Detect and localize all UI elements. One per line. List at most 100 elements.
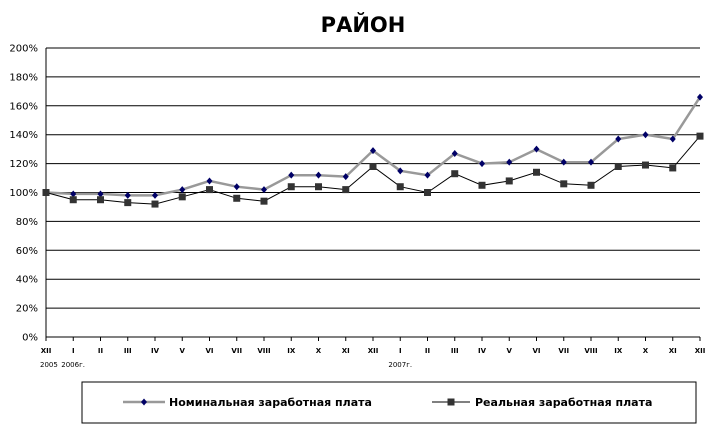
data-point-nominal <box>560 158 567 166</box>
data-point-nominal <box>124 191 131 199</box>
x-tick-label: II <box>425 347 430 355</box>
data-point-real <box>533 168 540 176</box>
data-point-nominal <box>97 190 104 198</box>
y-tick-label: 100% <box>9 188 38 199</box>
data-point-nominal <box>370 147 376 155</box>
x-tick-label: X <box>643 347 649 355</box>
data-point-nominal <box>288 171 295 179</box>
y-tick-label: 160% <box>9 101 38 112</box>
data-point-real <box>178 193 186 201</box>
x-tick-label: II <box>98 347 103 355</box>
data-point-nominal <box>342 173 349 181</box>
data-point-real <box>342 186 350 194</box>
x-tick-label: XII <box>695 347 706 355</box>
x-tick-label: VII <box>558 347 569 355</box>
x-tick-label: VII <box>231 347 242 355</box>
data-point-nominal <box>506 158 513 166</box>
data-point-real <box>451 170 459 178</box>
x-tick-label: IX <box>287 347 296 355</box>
y-tick-label: 120% <box>9 159 38 170</box>
legend-label: Номинальная заработная плата <box>169 396 372 409</box>
data-point-real <box>478 181 486 189</box>
data-point-nominal <box>669 135 676 143</box>
data-point-nominal <box>261 186 267 194</box>
x-tick-label: X <box>316 347 322 355</box>
legend-marker-diamond <box>141 398 147 406</box>
data-point-nominal <box>588 158 594 166</box>
x-tick-label: V <box>180 347 186 355</box>
data-point-nominal <box>424 171 431 179</box>
data-point-real <box>260 197 268 205</box>
year-label: 2007г. <box>388 361 412 369</box>
data-point-real <box>587 181 595 189</box>
x-tick-label: III <box>124 347 132 355</box>
series-line-real <box>45 135 701 205</box>
data-point-nominal <box>479 160 485 168</box>
data-point-real <box>315 183 322 191</box>
data-point-nominal <box>152 191 158 199</box>
data-point-real <box>97 196 104 204</box>
year-label: 2006г. <box>61 361 85 369</box>
x-tick-label: III <box>451 347 459 355</box>
data-point-nominal <box>70 190 77 198</box>
data-point-real <box>396 183 404 191</box>
data-point-real <box>560 180 568 188</box>
y-tick-label: 80% <box>16 217 38 228</box>
x-tick-label: VIII <box>257 347 270 355</box>
legend: Номинальная заработная плата Реальная зар… <box>81 381 697 424</box>
chart-title: РАЙОН <box>321 12 406 37</box>
x-tick-label: VIII <box>584 347 597 355</box>
x-tick-label: IX <box>614 347 623 355</box>
data-point-nominal <box>615 135 622 143</box>
x-tick-label: IV <box>151 347 160 355</box>
data-point-nominal <box>179 186 186 194</box>
data-point-real <box>287 183 295 191</box>
data-point-real <box>69 196 77 204</box>
data-point-nominal <box>642 131 649 139</box>
data-point-real <box>151 200 159 208</box>
data-point-real <box>42 189 50 196</box>
legend-label: Реальная заработная плата <box>475 396 652 409</box>
x-tick-label: VI <box>532 347 540 355</box>
x-tick-label: XI <box>669 347 677 355</box>
y-tick-label: 140% <box>9 130 38 141</box>
x-axis: XII I II III IV V VI VII VIII IX X XI XII I II III IV V VI… <box>40 337 705 369</box>
gridlines <box>46 47 700 338</box>
data-point-nominal <box>697 93 703 101</box>
y-tick-label: 0% <box>22 333 38 344</box>
data-point-real <box>642 161 649 169</box>
data-point-nominal <box>233 183 240 191</box>
x-tick-label: XII <box>368 347 379 355</box>
y-tick-label: 20% <box>16 304 38 315</box>
y-tick-label: 200% <box>9 44 38 55</box>
x-tick-label: I <box>399 347 402 355</box>
series-group <box>42 93 704 208</box>
data-point-nominal <box>315 171 322 179</box>
legend-box <box>81 381 697 424</box>
data-point-nominal <box>397 167 404 175</box>
y-tick-label: 40% <box>16 275 38 286</box>
x-tick-label: IV <box>478 347 487 355</box>
x-tick-label: I <box>72 347 75 355</box>
year-label: 2005 <box>40 361 58 369</box>
data-point-nominal <box>533 145 540 153</box>
y-tick-label: 180% <box>9 72 38 83</box>
data-point-real <box>614 162 622 170</box>
data-point-real <box>369 162 377 170</box>
x-tick-label: XI <box>342 347 350 355</box>
data-point-real <box>424 189 431 196</box>
data-point-real <box>124 199 132 207</box>
x-tick-label: V <box>507 347 513 355</box>
data-point-nominal <box>451 149 458 157</box>
data-point-real <box>696 132 704 140</box>
x-tick-label: VI <box>205 347 213 355</box>
data-point-real <box>505 177 513 185</box>
series-line-nominal <box>45 96 702 197</box>
y-axis: 0% 20% 40% 60% 80% 100% 120% 140% 160% 180% 200% <box>9 44 47 344</box>
x-tick-label: XII <box>41 347 52 355</box>
y-tick-label: 60% <box>16 246 38 257</box>
data-point-nominal <box>206 177 213 185</box>
data-point-real <box>206 186 213 194</box>
